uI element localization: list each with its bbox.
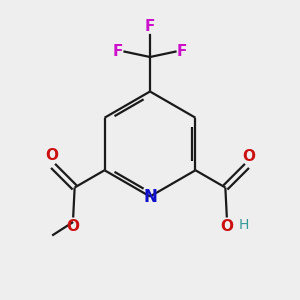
Text: O: O (67, 219, 80, 234)
Text: F: F (145, 19, 155, 34)
Text: O: O (220, 219, 233, 234)
Text: F: F (112, 44, 123, 59)
Text: H: H (238, 218, 249, 232)
Text: F: F (177, 44, 188, 59)
Text: N: N (143, 188, 157, 206)
Text: O: O (45, 148, 58, 164)
Text: O: O (242, 148, 255, 164)
